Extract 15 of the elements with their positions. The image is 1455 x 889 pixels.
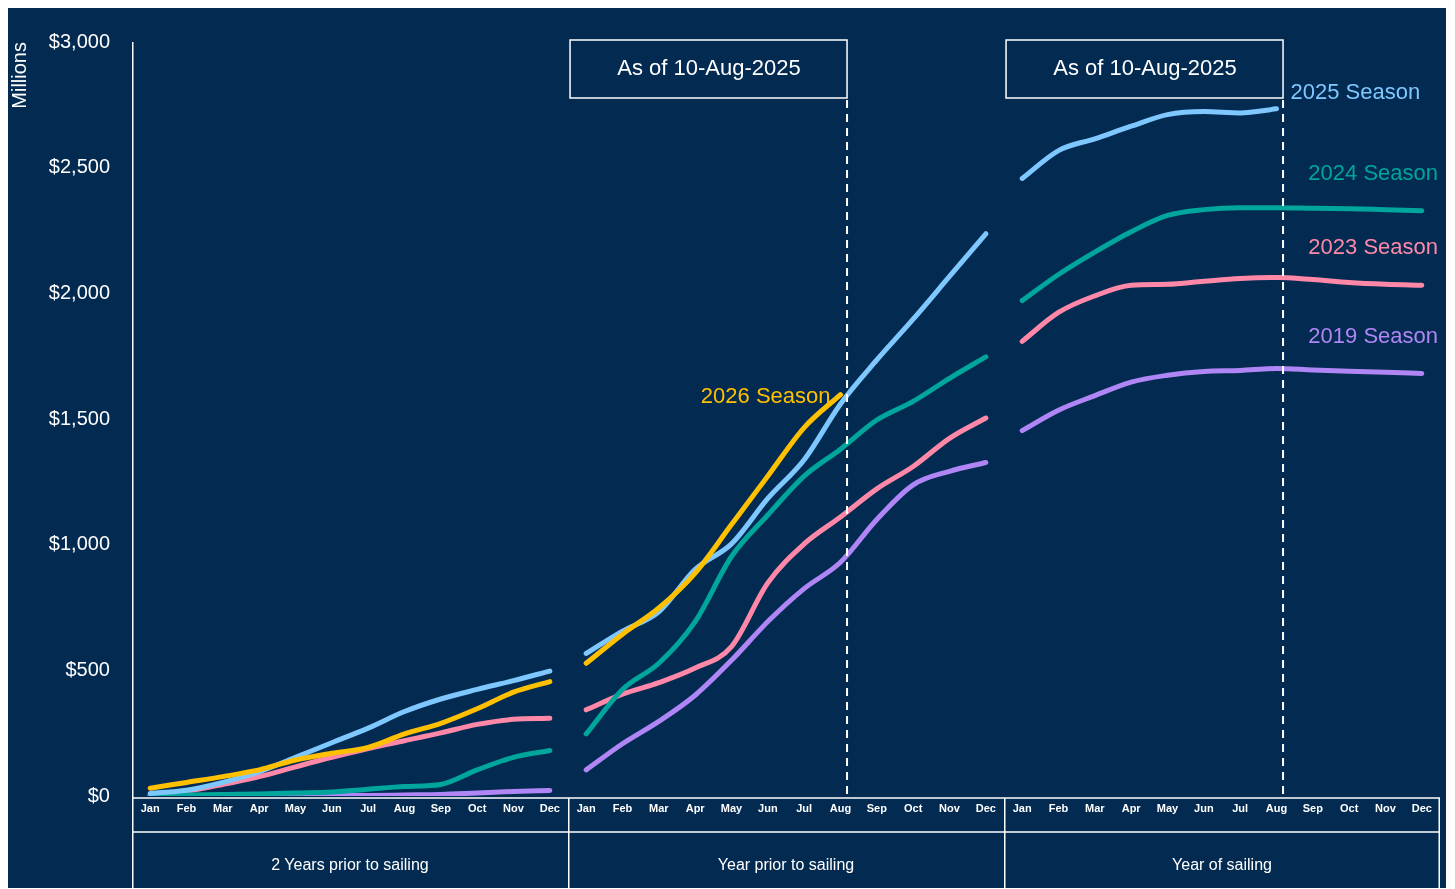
- series-label: 2026 Season: [700, 382, 831, 408]
- y-tick-label: $1,500: [48, 406, 110, 429]
- y-tick-label: $3,000: [48, 29, 110, 52]
- y-tick-label: $2,000: [48, 280, 110, 303]
- series-label: 2019 Season: [1308, 322, 1438, 348]
- ref-line-label: As of 10-Aug-2025: [617, 55, 801, 81]
- y-tick-label: $2,500: [48, 155, 110, 178]
- y-tick-label: $1,000: [48, 532, 110, 555]
- y-tick-label: $0: [87, 783, 110, 806]
- series-label: 2025 Season: [1290, 78, 1421, 104]
- series-label: 2023 Season: [1308, 234, 1438, 260]
- series-label: 2024 Season: [1308, 159, 1438, 185]
- y-tick-label: $500: [65, 657, 110, 680]
- y-axis-title: Millions: [7, 42, 30, 109]
- ref-line-label: As of 10-Aug-2025: [1053, 55, 1237, 81]
